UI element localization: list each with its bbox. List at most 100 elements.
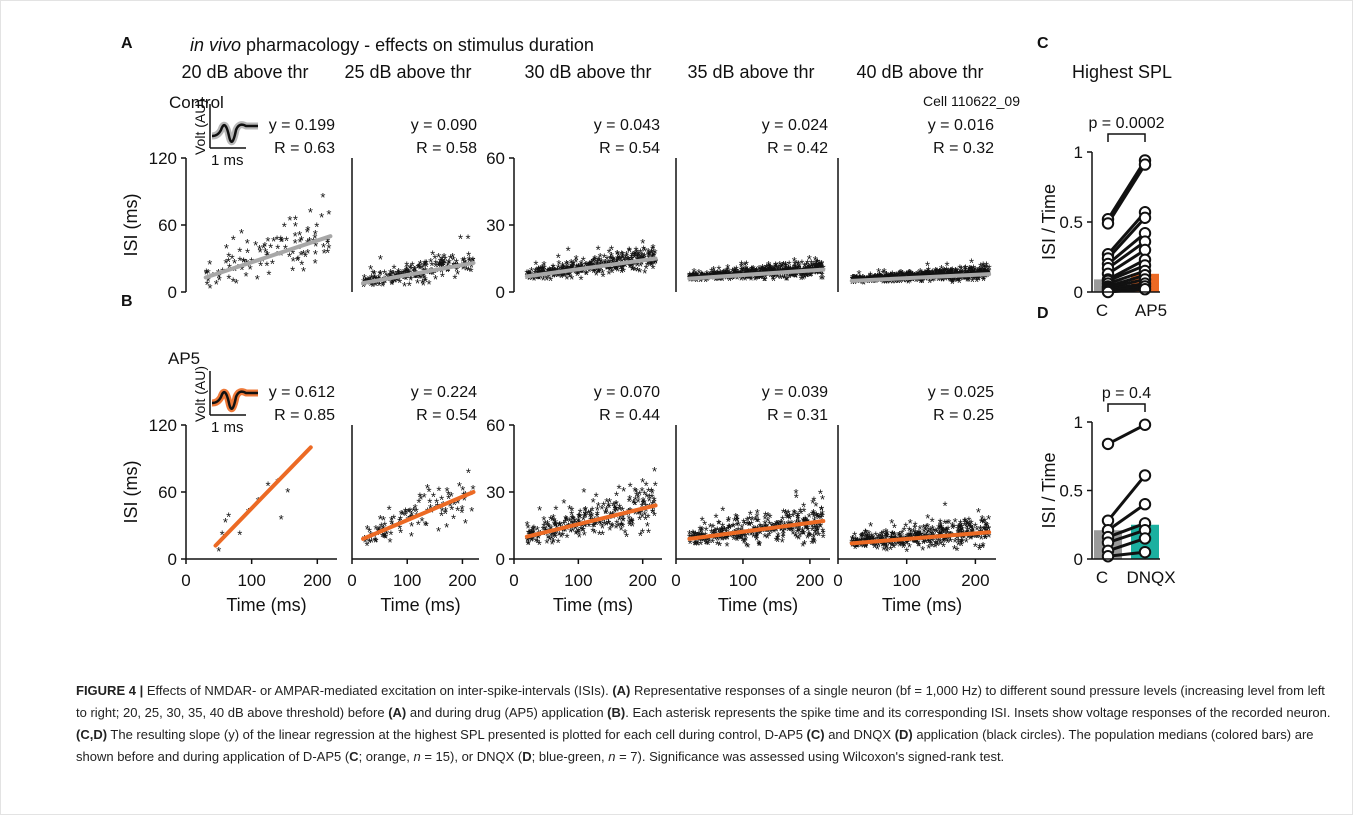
data-point: * [617,253,622,268]
data-point: * [313,247,318,262]
data-point: * [428,255,433,270]
data-point: * [561,268,566,283]
data-point: * [469,260,474,275]
data-point: * [816,265,821,280]
caption-ref-d2: D [522,749,531,764]
data-point: * [651,248,656,263]
data-point: * [796,257,801,272]
data-point: * [274,232,279,247]
data-point: * [403,272,408,287]
data-point: * [760,269,765,284]
caption-text-4: . Each asterisk represents the spike tim… [625,705,1330,720]
data-point: * [290,264,295,279]
caption-label: FIGURE 4 | [76,683,143,698]
data-point: * [734,271,739,286]
data-point: * [376,275,381,290]
data-point: * [258,258,263,273]
data-point: * [705,273,710,288]
data-point: * [438,254,443,269]
data-point: * [635,259,640,274]
data-point: * [540,261,545,276]
data-point: * [771,261,776,276]
data-point: * [759,264,764,279]
data-point: * [619,265,624,280]
data-point: * [709,264,714,279]
y-tick-label: 60 [486,149,505,168]
data-point: * [439,265,444,280]
data-point: * [753,273,758,288]
data-point: * [743,263,748,278]
data-point: * [732,265,737,280]
regression-line [361,260,476,286]
data-point: * [639,257,644,272]
data-point: * [531,273,536,288]
data-point: * [760,263,765,278]
data-point: * [621,264,626,279]
data-point: * [601,270,606,285]
data-point: * [694,268,699,283]
data-point: * [405,270,410,285]
data-point: * [691,273,696,288]
data-point: * [807,269,812,284]
data-point: * [279,235,284,250]
data-point: * [573,255,578,270]
data-point: * [779,261,784,276]
data-point: * [571,258,576,273]
data-point: * [581,265,586,280]
data-point: * [596,243,601,258]
data-point: * [308,205,313,220]
data-point: * [790,268,795,283]
data-point: * [723,267,728,282]
data-point: * [368,277,373,292]
data-point: * [759,271,764,286]
cell-id-label: Cell 110622_09 [923,93,1020,109]
data-point: * [402,279,407,294]
data-point: * [205,278,210,293]
data-point: * [777,258,782,273]
data-point: * [313,239,318,254]
data-point: * [605,260,610,275]
data-point: * [580,266,585,281]
data-point: * [646,245,651,260]
data-point: * [801,268,806,283]
data-point: * [653,255,658,270]
data-point: * [714,267,719,282]
data-point: * [701,272,706,287]
data-point: * [441,258,446,273]
data-point: * [245,258,250,273]
data-point: * [687,268,692,283]
data-point: * [724,272,729,287]
data-point: * [241,255,246,270]
data-point: * [754,264,759,279]
data-point: * [556,267,561,282]
data-point: * [696,266,701,281]
data-point: * [749,262,754,277]
data-point: * [430,268,435,283]
data-point: * [544,273,549,288]
data-point: * [223,256,228,271]
data-point: * [641,243,646,258]
data-point: * [802,260,807,275]
data-point: * [589,256,594,271]
data-point: * [794,257,799,272]
regression-r-label: R = 0.42 [767,140,828,157]
data-point: * [739,260,744,275]
data-point: * [790,268,795,283]
data-point: * [768,263,773,278]
data-point: * [796,261,801,276]
data-point: * [389,277,394,292]
data-point: * [299,248,304,263]
panel-letter-d: D [1037,305,1049,322]
data-point: * [565,258,570,273]
figure-plots: A B C Din vivo pharmacology - effects on st… [121,35,1176,615]
data-point: * [691,273,696,288]
data-point: * [760,263,765,278]
data-point: * [791,267,796,282]
data-point: * [745,264,750,279]
data-point: * [204,267,209,282]
caption-ref-c: (C) [807,727,825,742]
data-point: * [647,256,652,271]
data-point: * [536,263,541,278]
data-point: * [762,263,767,278]
